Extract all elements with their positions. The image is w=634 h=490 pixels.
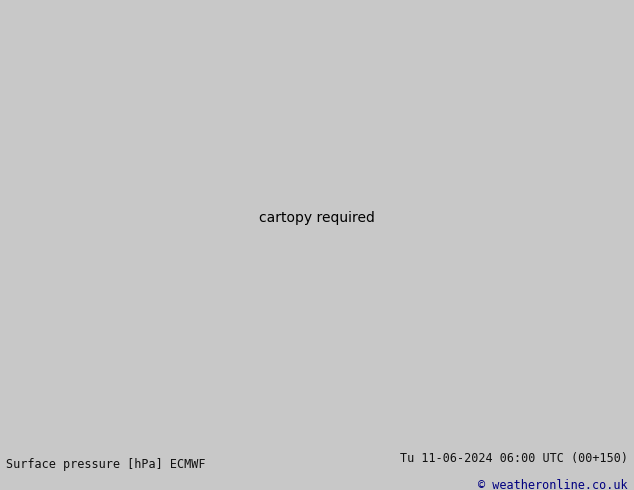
Text: Tu 11-06-2024 06:00 UTC (00+150): Tu 11-06-2024 06:00 UTC (00+150): [399, 452, 628, 465]
Text: cartopy required: cartopy required: [259, 212, 375, 225]
Text: © weatheronline.co.uk: © weatheronline.co.uk: [478, 479, 628, 490]
Text: Surface pressure [hPa] ECMWF: Surface pressure [hPa] ECMWF: [6, 458, 206, 470]
